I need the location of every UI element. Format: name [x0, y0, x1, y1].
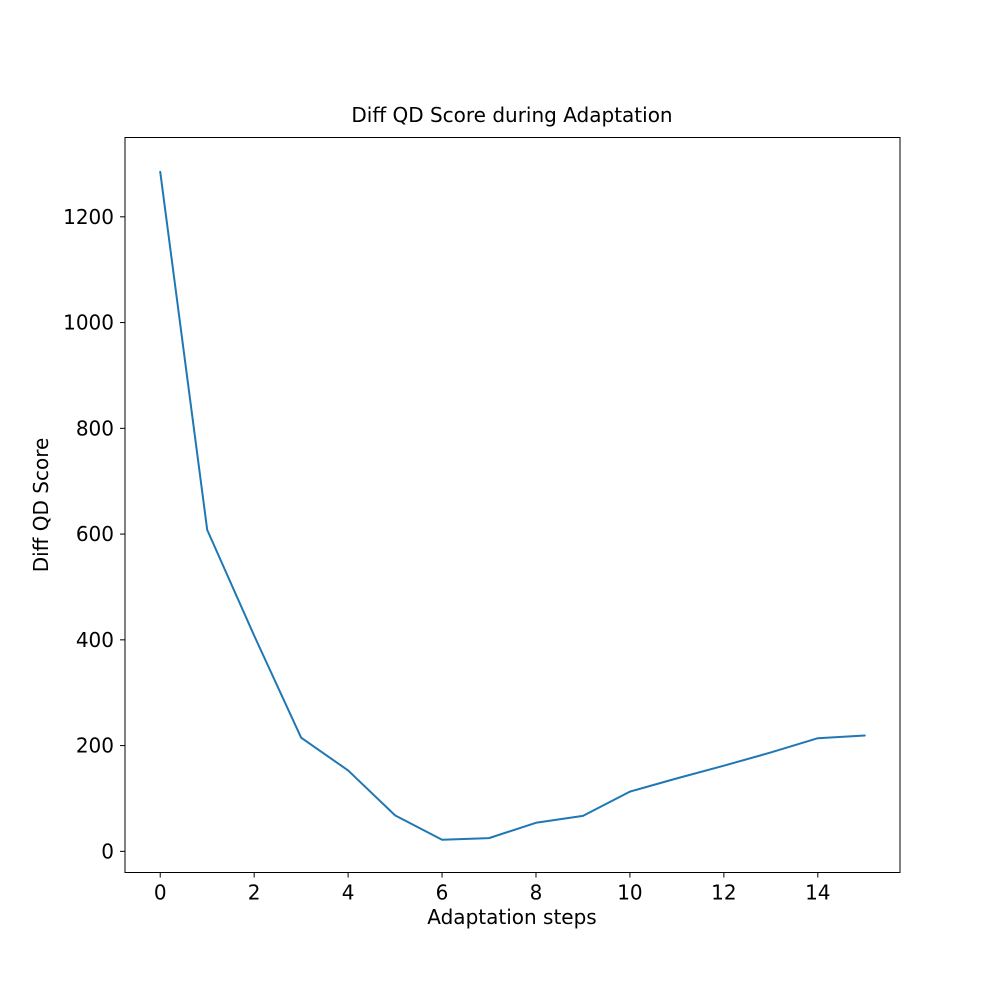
series-layer — [159, 170, 866, 841]
x-tick-label: 6 — [436, 881, 449, 905]
y-axis: 0 200 400 600 800 1000 1200 — [63, 205, 125, 863]
y-tick-label: 800 — [76, 416, 114, 440]
x-tick-label: 12 — [711, 881, 736, 905]
x-tick-label: 0 — [154, 881, 167, 905]
y-tick-label: 600 — [76, 522, 114, 546]
chart-title: Diff QD Score during Adaptation — [351, 103, 672, 127]
x-tick-label: 2 — [248, 881, 261, 905]
y-tick-label: 1000 — [63, 311, 114, 335]
x-tick-label: 8 — [530, 881, 543, 905]
y-tick-label: 1200 — [63, 205, 114, 229]
x-tick-label: 4 — [342, 881, 355, 905]
x-axis: 0 2 4 6 8 10 12 14 — [154, 872, 831, 905]
plot-area — [124, 137, 901, 873]
x-tick-label: 10 — [617, 881, 642, 905]
y-tick-label: 400 — [76, 628, 114, 652]
y-tick-label: 200 — [76, 734, 114, 758]
y-tick-label: 0 — [101, 839, 114, 863]
x-axis-label: Adaptation steps — [427, 905, 596, 929]
series-line — [159, 170, 866, 841]
y-axis-label: Diff QD Score — [29, 438, 53, 573]
x-tick-label: 14 — [805, 881, 830, 905]
